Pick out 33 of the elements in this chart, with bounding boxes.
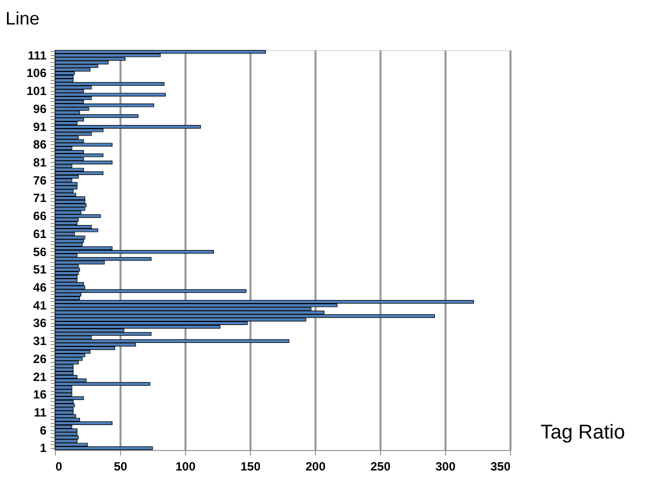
y-tick-label: 41 [33,298,47,312]
y-tick-label: 31 [33,334,47,348]
x-tick-label: 50 [114,460,128,474]
y-tick-label: 101 [26,84,47,98]
y-tick-label: 1 [40,441,47,456]
x-axis-title: Tag Ratio [540,422,625,444]
y-tick-label: 91 [33,120,47,134]
y-tick-label: 71 [33,191,47,206]
y-tick-label: 96 [33,102,47,116]
x-tick-label: 300 [435,460,456,474]
y-tick-label: 51 [33,262,47,277]
x-tick-label: 250 [370,460,391,474]
y-tick-label: 46 [33,280,47,294]
y-axis-title: Line [6,8,40,28]
y-tick-label: 76 [33,173,47,188]
x-tick-label: 0 [56,460,62,474]
y-tick-label: 111 [28,48,47,62]
y-tick-label: 81 [33,156,47,170]
y-tick-label: 36 [33,316,47,330]
x-tick-label: 150 [240,460,261,474]
y-tick-label: 56 [33,244,47,259]
y-tick-label: 11 [34,406,47,420]
y-tick-label: 66 [33,209,47,224]
y-tick-label: 106 [26,66,47,80]
x-tick-label: 100 [175,460,196,474]
y-tick-label: 26 [33,352,47,366]
y-tick-label: 16 [33,388,47,402]
y-tick-label: 21 [33,370,47,384]
y-tick-label: 61 [33,226,47,241]
y-tick-label: 86 [33,138,47,152]
y-tick-label: 6 [40,423,47,438]
x-tick-label: 350 [490,460,511,474]
x-tick-label: 200 [305,460,326,474]
